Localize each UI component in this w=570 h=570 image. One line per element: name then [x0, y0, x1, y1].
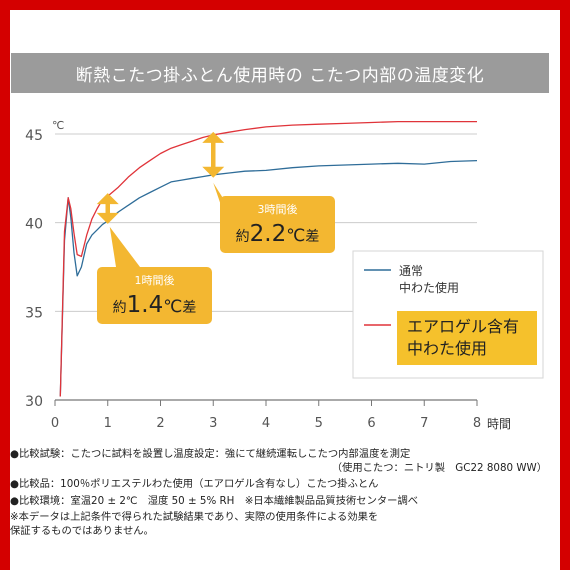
arrow-head-up [202, 131, 225, 143]
note-test-method: ●比較試験：こたつに試料を設置し温度設定：強にて継続運転しこたつ内部温度を測定 [10, 448, 411, 460]
x-tick-label: 6 [367, 416, 375, 431]
note-comparison-product: ●比較品：100％ポリエステルわた使用（エアロゲル含有なし）こたつ掛ふとん [10, 478, 379, 490]
difference-arrow-1h [96, 193, 119, 224]
difference-arrow-3h [202, 131, 225, 178]
note-test-environment: ●比較環境：室温20 ± 2℃ 湿度 50 ± 5% RH ※日本繊維製品品質技… [10, 494, 419, 507]
callout-pointer [109, 226, 140, 267]
callout-box [220, 196, 335, 253]
x-axis-label: 時間 [487, 417, 511, 431]
legend-label-aerogel: エアロゲル含有 [407, 317, 519, 336]
x-tick-label: 3 [209, 416, 217, 431]
callout-box [97, 267, 212, 324]
test-notes: ●比較試験：こたつに試料を設置し温度設定：強にて継続運転しこたつ内部温度を測定 … [10, 448, 550, 538]
x-tick-label: 4 [262, 416, 270, 431]
chart-title-bar: 断熱こたつ掛ふとん使用時の こたつ内部の温度変化 [11, 53, 549, 93]
x-tick-label: 2 [156, 416, 164, 431]
series-line-aerogel [59, 120, 477, 397]
legend-label-normal: 通常 [399, 264, 423, 278]
note-kotatsu-model: （使用こたつ：ニトリ製 GC22 8080 WW） [331, 461, 547, 474]
callout-pointer [213, 182, 226, 220]
y-tick-label: 35 [25, 305, 43, 321]
x-tick-label: 5 [315, 416, 323, 431]
legend-label-aerogel: 中わた使用 [407, 339, 487, 358]
chart-title: 断熱こたつ掛ふとん使用時の こたつ内部の温度変化 [75, 65, 485, 86]
x-tick-label: 8 [473, 416, 481, 431]
note-disclaimer-1: ※本データは上記条件で得られた試験結果であり、実際の使用条件による効果を [10, 511, 379, 523]
y-tick-label: 45 [25, 128, 43, 144]
y-axis-unit: ℃ [52, 119, 64, 132]
y-tick-label: 40 [25, 217, 43, 233]
arrow-head-down [202, 166, 225, 178]
y-tick-label: 30 [25, 394, 43, 410]
callout-time-label: 3時間後 [258, 202, 298, 216]
legend-highlight [397, 311, 537, 365]
x-tick-label: 1 [104, 416, 112, 431]
note-disclaimer-2: 保証するものではありません。 [10, 524, 154, 537]
series-line-normal [59, 159, 478, 397]
arrow-head-down [96, 212, 119, 224]
callout-value-line: 約2.2℃差 [236, 221, 320, 247]
arrow-head-up [96, 193, 119, 205]
callout-value-line: 約1.4℃差 [113, 292, 197, 318]
x-tick-label: 0 [51, 416, 59, 431]
legend-label-normal: 中わた使用 [399, 280, 459, 295]
x-tick-label: 7 [420, 416, 428, 431]
callout-time-label: 1時間後 [135, 273, 175, 287]
